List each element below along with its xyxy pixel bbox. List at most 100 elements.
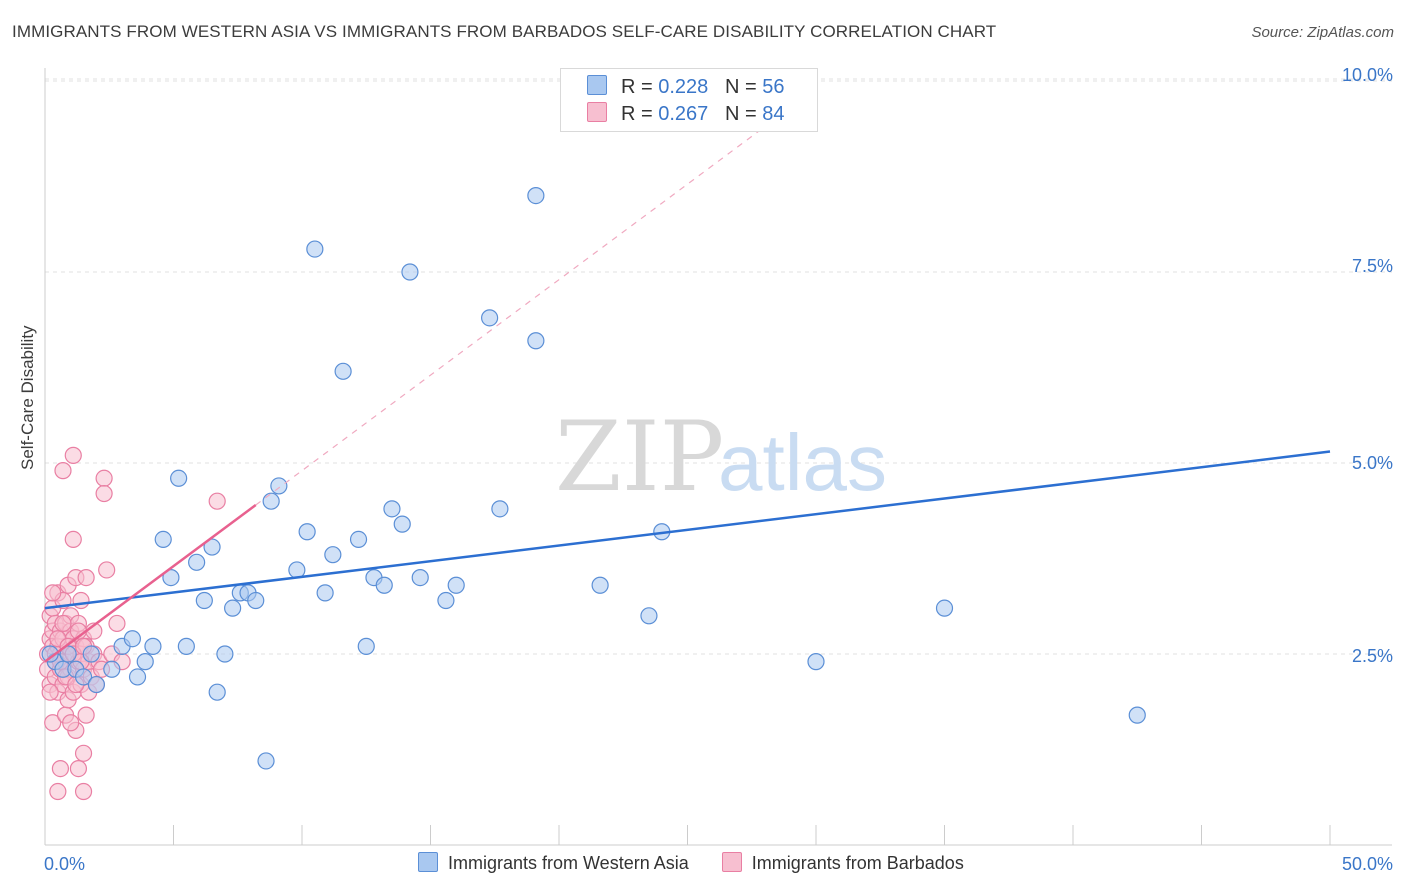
legend-n-value: 56	[762, 76, 785, 98]
y-tick-label: 2.5%	[1352, 646, 1393, 666]
legend-swatch-blue-icon	[418, 852, 438, 872]
point-western-asia	[591, 576, 609, 594]
point-western-asia	[298, 523, 316, 541]
trend-line-barbados	[44, 504, 257, 663]
legend-item-western-asia: Immigrants from Western Asia	[418, 852, 689, 874]
point-barbados	[208, 492, 226, 510]
legend-n-value: 84	[762, 103, 785, 125]
point-barbados	[98, 561, 116, 579]
point-barbados	[62, 714, 80, 732]
point-western-asia	[807, 653, 825, 671]
point-barbados	[64, 530, 82, 549]
point-barbados	[54, 614, 72, 633]
point-barbados	[74, 782, 93, 801]
point-western-asia	[316, 584, 334, 602]
legend-row-barbados: R = 0.267 N = 84	[587, 102, 784, 126]
point-barbados	[64, 446, 82, 464]
point-barbados	[74, 744, 93, 762]
point-western-asia	[411, 568, 429, 587]
point-western-asia	[447, 576, 465, 594]
legend-item-barbados: Immigrants from Barbados	[721, 852, 964, 874]
legend-r-label: R =	[621, 103, 659, 125]
point-barbados	[54, 462, 72, 480]
legend-r-label: R =	[621, 76, 659, 98]
legend-swatch-blue-icon	[587, 75, 607, 95]
source-label: Source: ZipAtlas.com	[1251, 24, 1394, 41]
watermark-atlas: atlas	[718, 418, 887, 507]
series-western-asia	[41, 187, 1146, 770]
point-western-asia	[74, 668, 93, 686]
point-western-asia	[357, 637, 375, 655]
point-western-asia	[144, 637, 162, 655]
point-western-asia	[41, 645, 59, 663]
x-tick-label: 50.0%	[1342, 854, 1393, 874]
point-western-asia	[334, 362, 352, 380]
point-western-asia	[324, 546, 342, 564]
point-western-asia	[1128, 706, 1146, 724]
point-western-asia	[262, 492, 280, 510]
point-western-asia	[87, 675, 106, 694]
correlation-legend: R = 0.228 N = 56 R = 0.267 N = 84	[560, 68, 818, 132]
point-western-asia	[103, 660, 121, 678]
point-western-asia	[393, 515, 411, 533]
point-western-asia	[154, 530, 172, 549]
trend-lines	[44, 126, 1331, 663]
trend-line-barbados-extension	[255, 126, 765, 506]
point-western-asia	[481, 309, 499, 327]
point-western-asia	[640, 607, 658, 625]
point-barbados	[95, 469, 113, 487]
y-tick-label: 5.0%	[1352, 453, 1393, 473]
point-barbados	[41, 683, 59, 701]
point-barbados	[44, 714, 62, 732]
watermark-zip: ZIP	[555, 401, 724, 513]
point-western-asia	[491, 500, 509, 518]
point-western-asia	[216, 645, 234, 663]
point-western-asia	[170, 469, 188, 487]
point-western-asia	[82, 645, 100, 663]
legend-label-barbados: Immigrants from Barbados	[751, 853, 964, 873]
y-tick-label: 10.0%	[1342, 65, 1393, 85]
legend-n-label: N =	[724, 103, 763, 125]
point-barbados	[77, 568, 95, 587]
legend-r-value: 0.267	[658, 103, 709, 125]
point-barbados	[49, 782, 67, 801]
point-western-asia	[224, 599, 242, 617]
point-barbados	[95, 484, 113, 503]
chart-title: IMMIGRANTS FROM WESTERN ASIA VS IMMIGRAN…	[12, 22, 997, 41]
series-barbados	[38, 446, 226, 801]
x-tick-label: 0.0%	[44, 854, 85, 874]
point-barbados	[69, 759, 88, 778]
legend-swatch-pink-icon	[721, 852, 742, 872]
point-western-asia	[306, 240, 324, 258]
point-western-asia	[128, 668, 147, 686]
y-tick-label: 7.5%	[1352, 256, 1393, 276]
point-western-asia	[935, 599, 954, 617]
legend-n-label: N =	[724, 76, 763, 98]
watermark: ZIP atlas	[555, 401, 887, 513]
point-western-asia	[195, 591, 213, 610]
point-barbados	[44, 584, 62, 602]
legend-r-value: 0.228	[658, 76, 709, 98]
point-barbados	[72, 591, 90, 610]
point-western-asia	[257, 752, 275, 770]
point-western-asia	[136, 653, 154, 671]
tick-labels: 2.5% 5.0% 7.5% 10.0% 0.0% 50.0%	[44, 65, 1393, 874]
legend-label-western-asia: Immigrants from Western Asia	[448, 853, 689, 873]
point-western-asia	[527, 187, 545, 205]
point-western-asia	[270, 477, 288, 495]
point-western-asia	[401, 263, 419, 281]
axes	[44, 68, 1392, 846]
legend-swatch-pink-icon	[587, 102, 607, 122]
point-western-asia	[375, 576, 393, 594]
point-western-asia	[247, 591, 265, 610]
y-axis-label: Self-Care Disability	[18, 325, 37, 470]
grid-lines	[45, 78, 1392, 655]
point-barbados	[77, 706, 95, 724]
point-western-asia	[208, 683, 226, 701]
point-barbados	[51, 759, 70, 778]
trend-line-western-asia	[44, 450, 1331, 610]
point-barbados	[108, 614, 126, 633]
point-western-asia	[349, 530, 368, 549]
point-western-asia	[188, 553, 206, 571]
